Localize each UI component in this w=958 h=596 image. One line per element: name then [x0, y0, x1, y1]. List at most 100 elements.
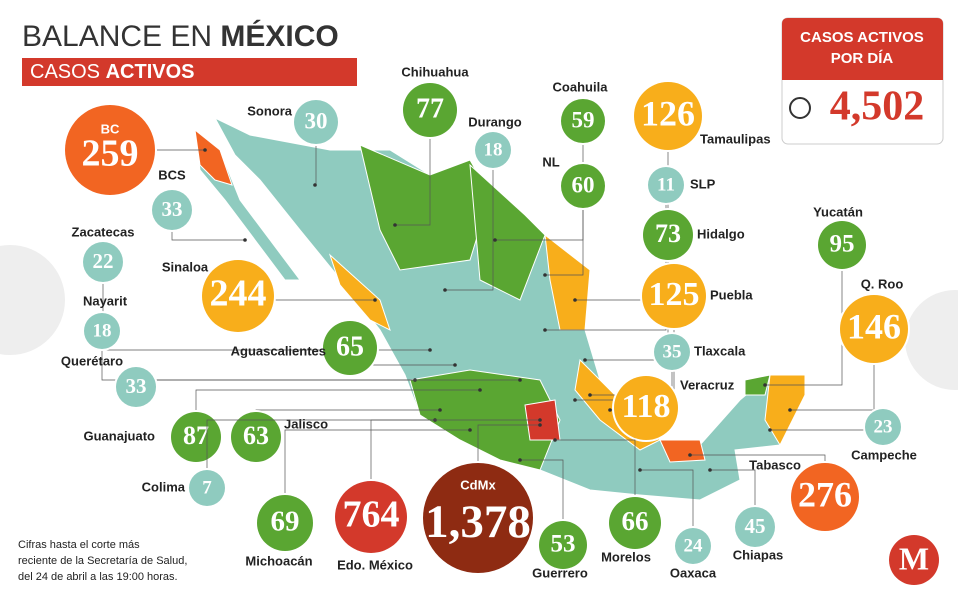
state-name: NL	[542, 154, 559, 169]
state-dot	[573, 298, 577, 302]
logo-circle	[889, 535, 939, 585]
state-bubble	[294, 100, 338, 144]
state-value: 244	[210, 273, 267, 315]
state-name: Tabasco	[749, 457, 801, 472]
state-name: Yucatán	[813, 204, 863, 219]
state-name: Q. Roo	[861, 276, 904, 291]
state-value: 23	[874, 416, 893, 437]
state-dot	[393, 223, 397, 227]
state-bubble	[675, 528, 711, 564]
note-line: Cifras hasta el corte más	[18, 539, 140, 551]
state-dot	[688, 453, 692, 457]
state-value: 125	[649, 276, 700, 313]
state-bubble	[65, 105, 155, 195]
logo: M	[899, 540, 929, 576]
coahuila-region	[469, 163, 546, 301]
state-name: Colima	[142, 479, 186, 494]
total-box-title: CASOS ACTIVOS POR DÍA	[800, 29, 924, 67]
state-dot	[763, 383, 767, 387]
state-bubble	[654, 334, 690, 370]
subtitle: CASOS ACTIVOS	[30, 61, 195, 83]
state-value: 95	[830, 231, 855, 258]
state-bubble	[865, 409, 901, 445]
state-value: 63	[243, 421, 269, 450]
state-dot	[313, 183, 317, 187]
state-value: 18	[93, 320, 112, 341]
state-bubble	[84, 313, 120, 349]
state-bubble	[202, 260, 274, 332]
yucatan-region	[764, 374, 806, 447]
state-name: Sinaloa	[162, 259, 209, 274]
state-dot	[493, 238, 497, 242]
state-name: Morelos	[601, 549, 651, 564]
state-value: 18	[484, 139, 503, 160]
state-name: BC	[101, 121, 120, 136]
state-dot	[573, 398, 577, 402]
state-value: 1,378	[425, 496, 531, 548]
state-bubble	[171, 412, 221, 462]
total-box-header	[782, 18, 943, 80]
note: Cifras hasta el corte más reciente de la…	[18, 539, 187, 583]
state-name: Aguascalientes	[231, 343, 326, 358]
state-dot	[443, 288, 447, 292]
state-dot	[608, 408, 612, 412]
state-dot	[538, 423, 542, 427]
state-name: BCS	[158, 167, 186, 182]
note-line: reciente de la Secretaría de Salud,	[18, 555, 187, 567]
state-dot	[768, 428, 772, 432]
state-bubble	[189, 470, 225, 506]
decor-virus	[0, 245, 958, 390]
state-dot	[243, 238, 247, 242]
state-name: Edo. México	[337, 557, 413, 572]
state-bubble	[735, 507, 775, 547]
state-name: Chihuahua	[401, 64, 469, 79]
state-bubble	[561, 164, 605, 208]
state-value: 53	[551, 531, 576, 558]
state-bubble	[152, 190, 192, 230]
state-bubble	[403, 83, 457, 137]
subtitle-bold: ACTIVOS	[106, 61, 195, 83]
total-box-title-line: POR DÍA	[831, 50, 894, 67]
state-dot	[708, 468, 712, 472]
state-value: 7	[202, 477, 212, 498]
state-name: Tlaxcala	[694, 343, 746, 358]
leader-line	[395, 110, 431, 226]
state-name: Sonora	[247, 103, 293, 118]
leader-line	[545, 186, 584, 276]
state-dot	[588, 393, 592, 397]
state-value: 126	[641, 93, 695, 133]
tabasco-region	[659, 439, 706, 463]
state-bubble	[231, 412, 281, 462]
title: BALANCE EN MÉXICO	[22, 19, 339, 53]
leader-line	[445, 150, 494, 291]
state-bubble	[423, 463, 533, 573]
state-dot	[518, 458, 522, 462]
state-dot	[538, 418, 542, 422]
state-dot	[553, 438, 557, 442]
title-regular: BALANCE EN	[22, 20, 212, 53]
state-value: 73	[655, 219, 681, 248]
title-bold: MÉXICO	[220, 19, 338, 53]
state-name: Oaxaca	[670, 565, 717, 580]
state-name: CdMx	[460, 477, 496, 492]
state-bubble	[648, 167, 684, 203]
state-value: 33	[126, 374, 147, 398]
state-bubble	[561, 99, 605, 143]
state-value: 66	[622, 506, 649, 536]
state-bubble	[116, 367, 156, 407]
leader-line	[520, 459, 564, 545]
state-bubble	[539, 521, 587, 569]
state-bubble	[642, 264, 706, 328]
sinaloa-region	[328, 253, 391, 331]
state-dot	[468, 428, 472, 432]
state-bubble	[83, 242, 123, 282]
state-value: 69	[271, 506, 300, 538]
leader-line	[640, 469, 694, 546]
note-line: del 24 de abril a las 19:00 horas.	[18, 571, 178, 583]
state-dot	[788, 408, 792, 412]
state-bubble	[840, 295, 908, 363]
state-dot	[583, 358, 587, 362]
state-name: SLP	[690, 176, 716, 191]
state-name: Querétaro	[61, 353, 123, 368]
